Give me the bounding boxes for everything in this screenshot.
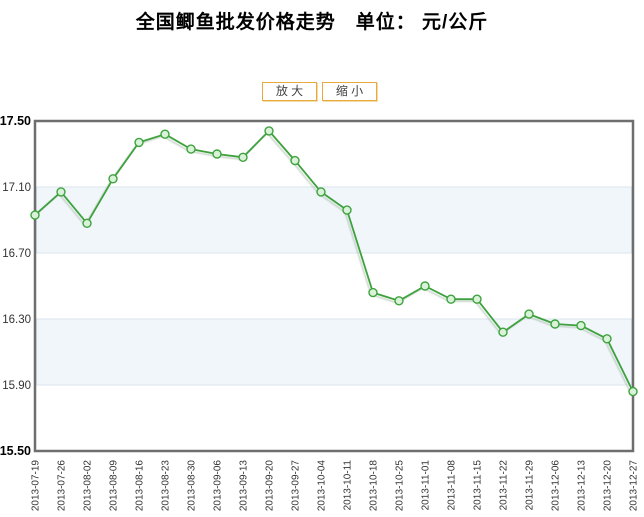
data-point-marker bbox=[472, 294, 482, 304]
data-point-marker bbox=[524, 309, 534, 319]
x-tick-label: 2013-12-20 bbox=[603, 460, 614, 512]
page-title: 全国鲫鱼批发价格走势 单位： 元/公斤 bbox=[135, 12, 489, 33]
data-point-marker bbox=[342, 205, 352, 215]
x-tick-label: 2013-08-30 bbox=[187, 460, 198, 512]
data-point-marker bbox=[160, 129, 170, 139]
data-point-marker bbox=[134, 137, 144, 148]
x-tick-label: 2013-12-13 bbox=[577, 460, 588, 512]
x-tick-label: 2013-07-19 bbox=[31, 460, 42, 512]
x-tick-label: 2013-09-13 bbox=[239, 460, 250, 512]
x-tick-label: 2013-08-09 bbox=[109, 460, 120, 512]
x-tick-label: 2013-10-25 bbox=[395, 460, 406, 512]
x-tick-label: 2013-08-23 bbox=[161, 460, 172, 512]
data-point-marker bbox=[290, 155, 300, 166]
zoom-out-button[interactable]: 缩 小 bbox=[322, 82, 377, 101]
x-tick-label: 2013-08-16 bbox=[135, 460, 146, 512]
data-point-marker bbox=[212, 149, 222, 159]
x-tick-label: 2013-11-08 bbox=[447, 460, 458, 511]
data-point-marker bbox=[316, 187, 326, 197]
data-point-marker bbox=[108, 174, 118, 184]
x-tick-label: 2013-12-06 bbox=[551, 460, 562, 512]
data-point-marker bbox=[576, 320, 586, 331]
x-tick-label: 2013-07-26 bbox=[57, 460, 68, 512]
data-point-marker bbox=[30, 210, 40, 220]
data-point-marker bbox=[186, 144, 196, 154]
x-tick-label: 2013-09-20 bbox=[265, 460, 276, 512]
data-point-marker bbox=[602, 334, 612, 344]
x-tick-label: 2013-11-22 bbox=[499, 460, 510, 511]
data-point-marker bbox=[446, 294, 456, 304]
x-tick-label: 2013-11-01 bbox=[421, 460, 432, 511]
data-point-marker bbox=[550, 319, 560, 329]
data-point-marker bbox=[264, 126, 274, 136]
background-band bbox=[36, 318, 632, 386]
y-tick-label: 17.50 bbox=[0, 114, 31, 128]
data-point-marker bbox=[56, 187, 66, 197]
data-point-marker bbox=[238, 152, 248, 163]
y-tick-label: 15.90 bbox=[2, 380, 31, 392]
x-tick-label: 2013-10-11 bbox=[343, 460, 354, 511]
data-point-marker bbox=[498, 327, 508, 337]
plot-border bbox=[33, 119, 635, 453]
y-tick-label: 16.30 bbox=[2, 314, 31, 326]
x-tick-label: 2013-10-04 bbox=[317, 460, 328, 512]
background-band bbox=[36, 186, 632, 254]
x-tick-label: 2013-11-29 bbox=[525, 460, 536, 511]
x-tick-label: 2013-08-02 bbox=[83, 460, 94, 512]
x-tick-label: 2013-12-27 bbox=[629, 460, 640, 512]
data-point-marker bbox=[420, 281, 430, 291]
x-tick-label: 2013-09-27 bbox=[291, 460, 302, 512]
y-tick-label: 16.70 bbox=[2, 248, 31, 260]
x-tick-label: 2013-09-06 bbox=[213, 460, 224, 512]
data-point-marker bbox=[368, 287, 378, 298]
x-tick-label: 2013-10-18 bbox=[369, 460, 380, 512]
data-point-marker bbox=[628, 386, 638, 397]
y-tick-label: 15.50 bbox=[0, 444, 31, 458]
data-point-marker bbox=[394, 296, 404, 306]
zoom-in-button[interactable]: 放 大 bbox=[262, 82, 317, 101]
zoom-controls: 放 大 缩 小 bbox=[262, 82, 377, 101]
x-tick-label: 2013-11-15 bbox=[473, 460, 484, 511]
data-point-marker bbox=[82, 218, 92, 229]
y-tick-label: 17.10 bbox=[2, 182, 31, 194]
